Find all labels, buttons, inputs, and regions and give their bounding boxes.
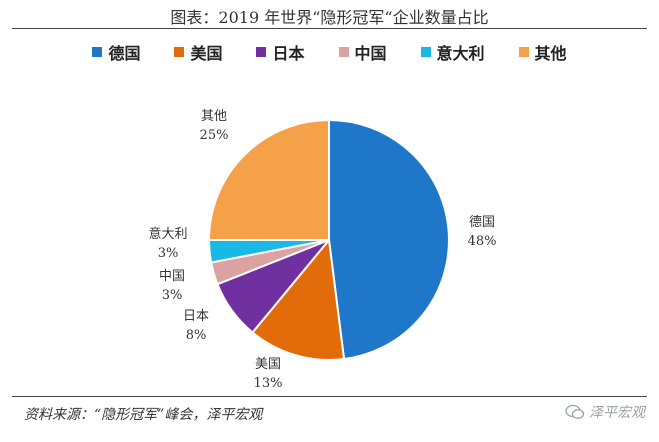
slice-label-italy: 意大利 [148,226,187,242]
slice-value-other: 25% [200,128,229,143]
top-rule [12,28,647,29]
legend-label: 美国 [190,44,223,63]
pie-slice-usa [251,237,346,361]
slice-label-japan: 日本 [183,309,209,324]
legend-item-other: 其他 [518,40,567,64]
legend-item-italy: 意大利 [420,40,485,64]
legend-label: 其他 [534,44,567,63]
slice-label-usa: 美国 [255,357,281,372]
legend-label: 德国 [108,44,141,63]
slice-label-germany: 德国 [469,215,495,230]
watermark: 泽平宏观 [565,402,645,422]
wechat-icon [565,404,585,419]
slice-value-italy: 3% [158,246,179,261]
legend-label: 中国 [354,44,387,63]
legend-swatch [256,47,267,57]
legend-label: 日本 [272,44,305,63]
pie-slice-other [207,118,330,241]
pie-slice-germany [328,118,450,361]
legend-item-china: 中国 [338,40,387,64]
chart-title: 图表：2019 年世界“隐形冠军“企业数量占比 [170,8,489,27]
legend-swatch [338,47,349,57]
slice-label-other: 其他 [201,109,227,124]
chart-legend: 德国 美国 日本 中国 意大利 其他 [0,40,659,64]
slice-value-china: 3% [162,288,183,303]
slice-value-germany: 48% [468,234,497,249]
legend-swatch [420,47,431,57]
legend-swatch [174,47,185,57]
bottom-rule [12,396,647,397]
watermark-text: 泽平宏观 [589,405,645,421]
legend-item-germany: 德国 [92,40,140,64]
legend-swatch [92,47,103,57]
slice-label-china: 中国 [159,269,185,284]
legend-swatch [518,47,529,57]
legend-label: 意大利 [436,44,485,63]
legend-item-japan: 日本 [256,40,305,64]
source-note: 资料来源：“隐形冠军”峰会，泽平宏观 [24,407,263,423]
legend-item-usa: 美国 [174,40,222,64]
slice-value-japan: 8% [186,328,207,343]
slice-value-usa: 13% [254,376,283,391]
